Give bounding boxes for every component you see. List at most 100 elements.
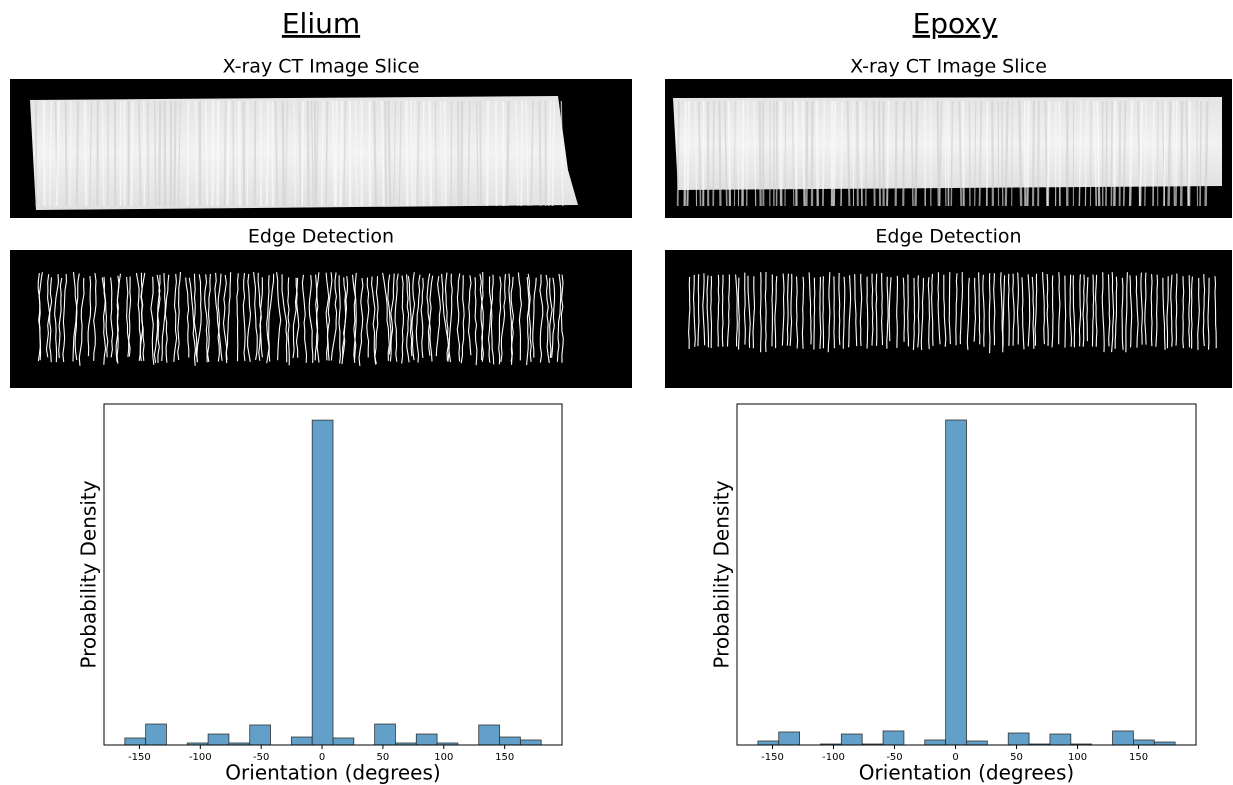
edge-line	[444, 272, 450, 361]
fiber-shade	[173, 100, 177, 207]
fiber-shade	[475, 100, 479, 207]
edge-line	[764, 271, 767, 353]
edge-line	[838, 272, 841, 345]
fiber-shade	[153, 100, 157, 207]
edge-line	[982, 274, 985, 347]
edge-line	[1042, 272, 1045, 345]
edge-line	[973, 277, 977, 342]
fiber-shade	[321, 100, 325, 207]
fiber-shade	[242, 100, 246, 207]
x-tick-label: 100	[1068, 752, 1087, 763]
edge-line	[156, 274, 161, 363]
fiber-shade	[718, 100, 722, 207]
edge-line	[822, 276, 825, 349]
edge-line	[1091, 274, 1095, 347]
edge-line	[545, 274, 550, 364]
edge-line	[374, 276, 379, 365]
edge-line	[1111, 272, 1115, 353]
edge-line	[560, 274, 564, 363]
fiber-shade	[49, 100, 53, 207]
edge-line	[902, 277, 905, 342]
fiber-shade	[339, 100, 344, 207]
edge-line	[1175, 273, 1178, 346]
edge-line	[1144, 272, 1147, 345]
edge-line	[177, 271, 182, 361]
edge-line	[819, 276, 822, 349]
edge-line	[875, 273, 878, 346]
edge-line	[150, 276, 155, 365]
bar	[145, 723, 167, 746]
edge-line	[1129, 275, 1133, 348]
edge-line	[551, 277, 556, 358]
fiber-shade	[779, 100, 783, 207]
edge-line	[338, 275, 341, 364]
fiber-shade	[1011, 100, 1013, 207]
edge-line	[789, 273, 793, 346]
fiber-shade	[733, 100, 736, 207]
edge-line	[38, 272, 43, 361]
edge-line	[58, 277, 63, 359]
edge-line	[115, 273, 122, 362]
fiber-shade	[143, 100, 146, 207]
fiber-shade	[42, 100, 46, 207]
edge-line	[943, 274, 947, 347]
fiber-shade	[1096, 100, 1101, 207]
edge-line	[1078, 274, 1082, 347]
x-tick-label: 0	[952, 752, 958, 763]
image-title: X-ray CT Image Slice	[223, 56, 420, 78]
edge-line	[927, 277, 931, 350]
edge-line	[1214, 276, 1217, 349]
edge-line	[549, 277, 553, 358]
edge-line	[842, 276, 846, 349]
fiber-shade	[64, 100, 68, 207]
fiber-shade	[101, 100, 105, 207]
edge-line	[435, 276, 441, 357]
specimen	[673, 97, 1222, 190]
fiber-shade	[1037, 100, 1040, 207]
fiber-shade	[1199, 100, 1202, 207]
edge-line	[411, 272, 416, 361]
fiber-shade	[1093, 100, 1098, 207]
x-tick-label: -150	[761, 752, 784, 763]
fiber-shade	[724, 100, 728, 207]
fiber-shade	[1110, 100, 1113, 207]
fiber-shade	[1078, 100, 1082, 207]
edge-line	[752, 276, 756, 349]
bar	[945, 419, 967, 746]
image-title: Edge Detection	[875, 226, 1021, 248]
fiber-shade	[741, 100, 745, 207]
bar	[332, 737, 355, 746]
edge-line	[54, 274, 60, 363]
x-tick-label: -100	[822, 752, 845, 763]
edge-line	[1069, 274, 1073, 347]
x-tick-label: 50	[377, 752, 390, 763]
edge-line	[161, 272, 166, 362]
fiber-shade	[281, 100, 285, 207]
edge-line	[427, 275, 434, 356]
fiber-shade	[676, 100, 680, 207]
edge-line	[371, 276, 377, 365]
fiber-shade	[216, 100, 220, 207]
edge-line	[907, 274, 910, 347]
fiber-shade	[387, 100, 392, 207]
x-tick-label: 150	[1129, 752, 1148, 763]
edge-line	[488, 276, 495, 365]
fiber-shade	[936, 100, 940, 207]
fiber-shade	[840, 100, 844, 207]
edge-line	[93, 272, 97, 361]
edge-line	[1034, 273, 1038, 346]
edge-line	[193, 273, 199, 362]
edge-line	[886, 276, 889, 349]
fiber-shade	[186, 100, 190, 207]
bar	[415, 733, 438, 746]
edge-line	[966, 277, 970, 350]
fiber-shade	[343, 100, 347, 207]
fiber-shade	[794, 100, 798, 207]
fiber-shade	[223, 100, 227, 207]
fiber-shade	[1084, 100, 1088, 207]
bar	[478, 724, 500, 746]
edge-line	[110, 277, 114, 358]
fiber-shade	[974, 100, 977, 207]
fiber-shade	[822, 100, 826, 207]
fiber-shade	[1175, 100, 1178, 207]
